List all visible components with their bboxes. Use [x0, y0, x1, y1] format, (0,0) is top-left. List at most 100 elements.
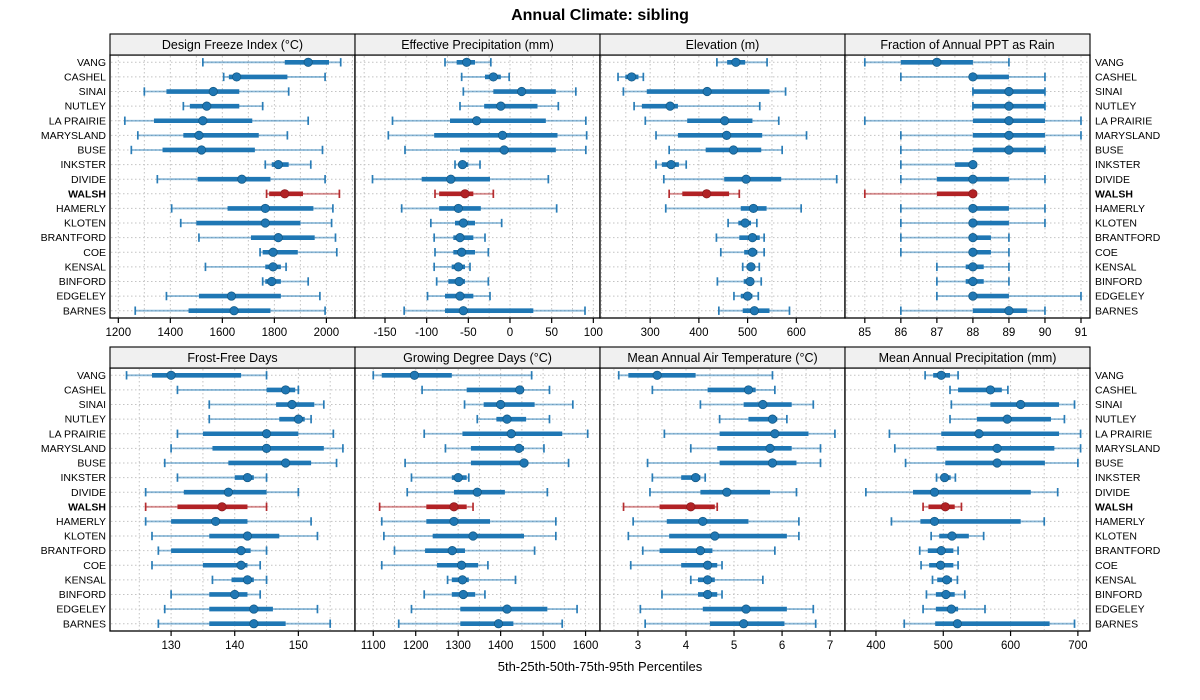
series-vang [617, 370, 774, 380]
median-dot [268, 262, 278, 272]
series-cashel [421, 385, 551, 395]
series-nutley [633, 101, 761, 111]
series-marysland [689, 443, 822, 453]
panel-elevation-m: Elevation (m) 300 400 500 600 [599, 33, 846, 339]
x-tick-label: -50 [460, 327, 477, 339]
x-tick-label: 1400 [488, 640, 514, 652]
median-dot [940, 502, 950, 512]
median-dot [722, 130, 732, 140]
x-tick-label: 1200 [106, 327, 132, 339]
median-dot [468, 531, 478, 541]
series-brantford [918, 546, 959, 556]
median-dot [652, 370, 662, 380]
station-label-right: VANG [1095, 370, 1124, 382]
series-kloten [151, 531, 319, 541]
series-la-prairie [663, 429, 836, 439]
x-tick-label: 600 [1001, 640, 1020, 652]
series-la-prairie [863, 116, 1082, 126]
median-dot [226, 291, 237, 301]
panel-mean-annual-precipitation-mm: Mean Annual Precipitation (mm) 400 500 600 7… [844, 346, 1091, 652]
series-divide [406, 487, 549, 497]
median-dot [502, 414, 512, 424]
median-dot [230, 589, 240, 600]
median-dot [968, 174, 978, 184]
series-vang [444, 57, 492, 67]
series-sinai [462, 86, 577, 97]
station-label-left: BUSE [77, 145, 106, 157]
median-dot [268, 247, 278, 257]
series-marysland [136, 130, 289, 140]
station-label-right: EDGELEY [1095, 291, 1145, 303]
station-label-right: INKSTER [1095, 472, 1141, 484]
median-dot [703, 575, 713, 585]
median-dot [519, 458, 529, 468]
median-dot [194, 130, 204, 140]
median-dot [686, 502, 696, 512]
median-dot [698, 516, 708, 527]
median-dot [454, 276, 464, 287]
series-hamerly [170, 203, 334, 214]
station-label-left: CASHEL [64, 72, 106, 84]
median-dot [741, 604, 751, 614]
x-tick-label: 400 [866, 640, 885, 652]
station-label-right: EDGELEY [1095, 604, 1145, 616]
median-dot [198, 116, 208, 126]
strip-title: Frost-Free Days [187, 351, 277, 365]
station-label-left: EDGELEY [56, 291, 106, 303]
median-dot [747, 247, 758, 257]
median-dot [455, 291, 465, 301]
strip-header [844, 346, 1091, 369]
station-label-left: INKSTER [60, 159, 106, 171]
series-cashel [176, 385, 300, 395]
series-vang [372, 370, 533, 380]
station-label-left: SINAI [79, 399, 106, 411]
series-kensal [204, 262, 287, 272]
x-tick-label: 87 [930, 327, 943, 339]
median-dot [968, 233, 978, 243]
series-brantford [715, 233, 765, 243]
median-dot [497, 130, 508, 140]
series-nutley [459, 101, 560, 111]
median-dot [472, 116, 482, 126]
median-dot [496, 101, 506, 111]
series-cashel [899, 72, 1046, 82]
series-coe [920, 560, 959, 570]
series-kloten [930, 531, 985, 541]
station-label-left: BARNES [63, 618, 106, 630]
station-label-right: BARNES [1095, 305, 1138, 317]
median-dot [932, 57, 942, 67]
x-tick-label: 50 [545, 327, 558, 339]
median-dot [767, 414, 778, 424]
x-tick-label: 500 [934, 640, 953, 652]
median-dot [515, 385, 525, 395]
series-nutley [949, 414, 1066, 424]
station-label-right: CASHEL [1095, 385, 1137, 397]
series-barnes [644, 619, 817, 629]
station-label-right: BARNES [1095, 618, 1138, 630]
station-labels-row-0: VANG VANG CASHEL CASHEL SINAI SINAI NUTLEY NUTL… [41, 57, 1161, 317]
series-la-prairie [123, 116, 310, 126]
series-hamerly [899, 203, 1046, 214]
series-nutley [718, 414, 788, 424]
series-brantford [198, 233, 337, 243]
median-dot [462, 57, 472, 67]
station-label-left: BUSE [77, 458, 106, 470]
series-walsh [668, 189, 741, 199]
x-tick-label: 1500 [530, 640, 556, 652]
station-label-right: BRANTFORD [1095, 232, 1161, 244]
station-label-right: HAMERLY [1095, 203, 1145, 215]
station-label-right: BINFORD [1095, 589, 1143, 601]
median-dot [260, 218, 270, 228]
median-dot [166, 370, 176, 380]
median-dot [720, 116, 730, 126]
median-dot [1016, 399, 1026, 410]
station-label-right: KLOTEN [1095, 531, 1137, 543]
station-label-right: MARYSLAND [1095, 130, 1161, 142]
x-tick-label: 130 [161, 640, 180, 652]
station-label-left: WALSH [68, 501, 106, 513]
x-axis-elevation-m: 300 400 500 600 [641, 318, 806, 339]
x-axis-caption: 5th-25th-50th-75th-95th Percentiles [497, 659, 703, 674]
median-dot [770, 429, 780, 439]
series-coe [719, 247, 765, 257]
series-binford [661, 589, 723, 600]
